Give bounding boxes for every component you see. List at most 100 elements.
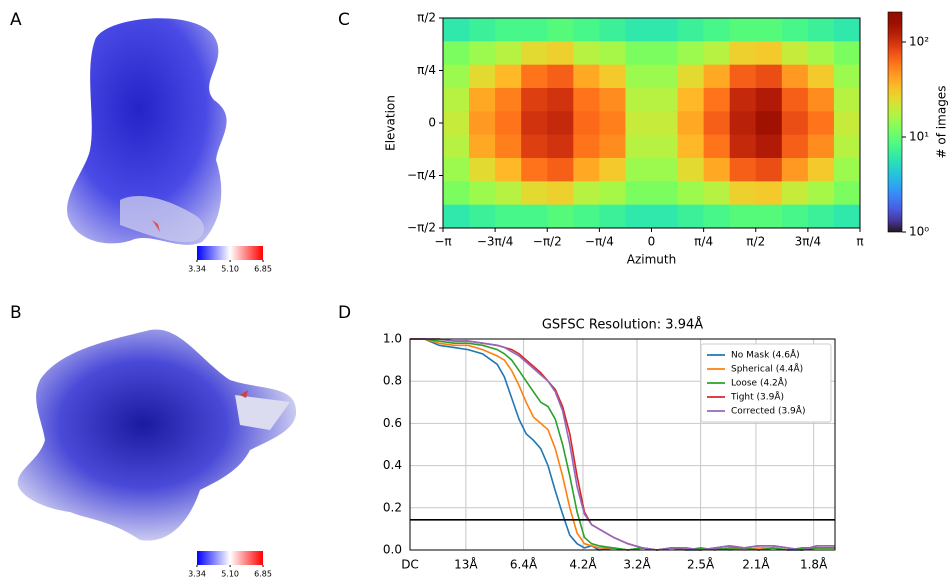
heat-cell <box>755 204 783 229</box>
colorbar <box>197 246 263 260</box>
heat-cell <box>521 64 548 89</box>
heat-cell <box>547 181 574 206</box>
panel-letter: A <box>10 10 22 30</box>
x-axis-label: Azimuth <box>627 253 676 267</box>
heat-cell <box>625 18 652 42</box>
fsc-curve <box>410 338 835 551</box>
heat-cell <box>443 134 470 159</box>
heat-cell <box>521 41 548 66</box>
x-tick-label: −π/2 <box>533 235 562 249</box>
legend-label: Loose (4.2Å) <box>731 377 787 389</box>
heat-cell <box>833 111 861 136</box>
heat-cell <box>729 41 757 66</box>
colorbar-tick-label: 6.85 <box>254 265 272 274</box>
y-tick-label: 0.4 <box>383 458 402 472</box>
heat-cell <box>547 204 574 229</box>
heat-cell <box>703 88 731 112</box>
heat-cell <box>703 158 731 182</box>
x-tick-label: π <box>856 235 863 249</box>
y-tick-label: 0.2 <box>383 500 402 514</box>
x-tick-label: 3π/4 <box>795 235 822 249</box>
heat-cell <box>677 134 705 159</box>
heat-cell <box>729 18 757 42</box>
heat-cell <box>625 41 652 66</box>
heat-cell <box>573 64 600 89</box>
plot-frame <box>409 338 836 551</box>
x-tick-label: π/4 <box>694 235 713 249</box>
heat-cell <box>833 88 861 112</box>
heat-cell <box>833 41 861 66</box>
heat-cell <box>443 64 470 89</box>
heat-cell <box>651 64 679 89</box>
heat-cell <box>625 88 652 112</box>
heat-cell <box>521 88 548 112</box>
heat-cell <box>599 111 626 136</box>
heat-cell <box>573 111 600 136</box>
x-tick-label: 2.5Å <box>687 557 715 572</box>
heat-cell <box>807 41 835 66</box>
heat-cell <box>755 181 783 206</box>
heat-cell <box>469 88 496 112</box>
panel-letter: C <box>338 10 350 30</box>
heat-cell <box>781 64 809 89</box>
heat-cell <box>625 64 652 89</box>
heat-cell <box>677 88 705 112</box>
y-tick-label: −π/2 <box>407 221 436 235</box>
y-tick-label: 0.6 <box>383 416 402 430</box>
heat-cell <box>573 134 600 159</box>
heat-cell <box>807 111 835 136</box>
heat-cell <box>521 158 548 182</box>
heat-cell <box>781 158 809 182</box>
heat-cell <box>443 158 470 182</box>
density-map-a <box>67 18 227 245</box>
colorbar-tick-label: 6.85 <box>254 570 272 579</box>
heat-cell <box>521 111 548 136</box>
legend-label: No Mask (4.6Å) <box>731 349 800 361</box>
heat-cell <box>521 18 548 42</box>
heat-cell <box>807 158 835 182</box>
x-tick-label: 0 <box>648 235 656 249</box>
heat-cell <box>547 158 574 182</box>
density-map-b <box>17 329 297 541</box>
heat-cell <box>781 181 809 206</box>
panel-letter: B <box>10 303 22 323</box>
heat-cell <box>469 158 496 182</box>
heat-cell <box>677 204 705 229</box>
colorbar-tick-label: 10¹ <box>909 130 929 144</box>
heat-cell <box>755 88 783 112</box>
heat-cell <box>495 158 522 182</box>
legend-label: Tight (3.9Å) <box>730 391 784 403</box>
heat-cell <box>833 158 861 182</box>
heat-cell <box>729 158 757 182</box>
x-tick-label: −π <box>434 235 451 249</box>
heat-cell <box>547 18 574 42</box>
heat-cell <box>755 158 783 182</box>
heat-cell <box>495 181 522 206</box>
heat-cell <box>833 134 861 159</box>
heat-cell <box>807 181 835 206</box>
heatmap <box>443 18 861 229</box>
heat-cell <box>807 64 835 89</box>
heat-cell <box>573 204 600 229</box>
heat-cell <box>677 64 705 89</box>
heat-cell <box>651 158 679 182</box>
heat-cell <box>651 111 679 136</box>
y-tick-label: π/4 <box>417 63 436 77</box>
heat-cell <box>469 41 496 66</box>
x-tick-label: DC <box>401 558 419 572</box>
heat-cell <box>547 88 574 112</box>
heat-cell <box>599 18 626 42</box>
heat-cell <box>599 204 626 229</box>
y-tick-label: −π/4 <box>407 168 436 182</box>
y-axis-label: Elevation <box>384 95 398 151</box>
heat-cell <box>755 64 783 89</box>
legend: No Mask (4.6Å) Spherical (4.4Å) Loose (4.2… <box>700 343 832 423</box>
heat-cell <box>781 88 809 112</box>
heat-cell <box>807 134 835 159</box>
heat-cell <box>599 134 626 159</box>
y-tick-label: 0.0 <box>383 543 402 557</box>
colorbar-label: # of images <box>935 86 949 159</box>
x-tick-label: 3.2Å <box>623 557 651 572</box>
heat-cell <box>729 181 757 206</box>
